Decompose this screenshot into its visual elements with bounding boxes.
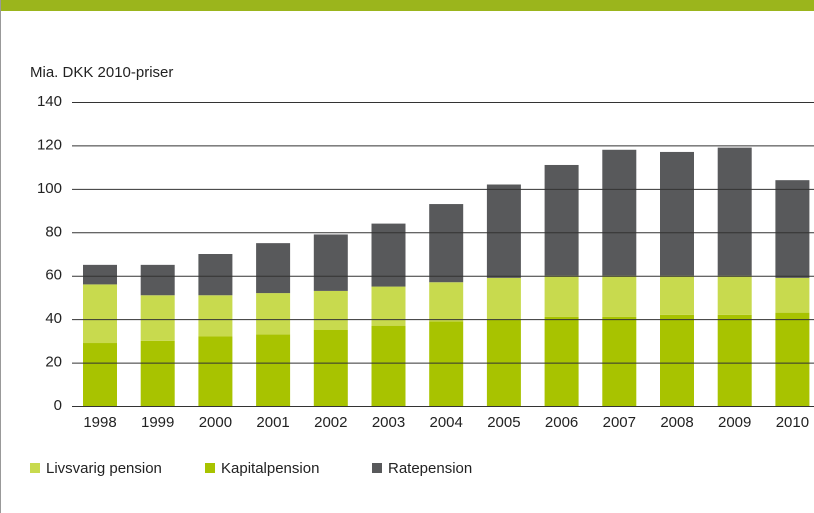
x-tick-label: 2002	[314, 414, 347, 431]
bar-segment	[429, 321, 464, 406]
y-tick-label: 0	[54, 397, 62, 414]
bar-segment	[660, 275, 694, 315]
bar-segment	[313, 330, 348, 406]
bar-segment	[717, 275, 752, 315]
bar-segment	[256, 293, 291, 335]
bar-segment	[486, 319, 521, 406]
y-tick-label: 120	[37, 136, 62, 153]
x-tick-label: 2009	[718, 414, 751, 431]
top-band	[0, 0, 814, 11]
bar-segment	[83, 284, 117, 344]
bar-segment	[429, 282, 464, 322]
bar-segment	[775, 312, 810, 406]
bar-segment	[544, 275, 579, 317]
bar-segment	[602, 275, 637, 317]
bar-segment	[544, 316, 579, 406]
y-axis-label: Mia. DKK 2010-priser	[30, 64, 173, 81]
bar-segment	[775, 277, 810, 313]
bar-segment	[371, 325, 406, 406]
bar-segment	[198, 336, 233, 406]
x-tick-label: 2007	[603, 414, 636, 431]
bar-segment	[602, 149, 637, 276]
y-tick-label: 140	[37, 93, 62, 110]
bar-segment	[198, 254, 233, 296]
x-tick-label: 2004	[430, 414, 463, 431]
legend-label: Ratepension	[388, 460, 472, 477]
x-tick-label: 2005	[487, 414, 520, 431]
x-tick-label: 2003	[372, 414, 405, 431]
bar-segment	[544, 164, 579, 276]
bar-segment	[140, 295, 175, 341]
y-tick-label: 80	[45, 223, 62, 240]
bar-segment	[83, 264, 117, 285]
y-tick-label: 40	[45, 310, 62, 327]
x-tick-label: 2010	[776, 414, 809, 431]
bar-segment	[602, 316, 637, 406]
bar-segment	[256, 334, 291, 406]
legend-label: Livsvarig pension	[46, 460, 162, 477]
bar-segment	[717, 314, 752, 406]
bar-segment	[660, 314, 694, 406]
y-tick-label: 20	[45, 354, 62, 371]
x-tick-label: 2008	[660, 414, 693, 431]
x-tick-label: 2000	[199, 414, 232, 431]
bar-segment	[717, 147, 752, 276]
legend-label: Kapitalpension	[221, 460, 319, 477]
bar-segment	[775, 180, 810, 278]
bar-segment	[486, 277, 521, 320]
y-tick-label: 60	[45, 267, 62, 284]
bar-segment	[140, 340, 175, 406]
bar-segment	[140, 264, 175, 296]
legend-swatch	[372, 463, 382, 473]
legend-swatch	[30, 463, 40, 473]
bar-segment	[660, 151, 694, 276]
x-tick-label: 2006	[545, 414, 578, 431]
x-tick-label: 1998	[83, 414, 116, 431]
bar-segment	[256, 243, 291, 294]
bar-segment	[313, 290, 348, 330]
bar-segment	[486, 184, 521, 278]
bar-segment	[83, 343, 117, 406]
bar-segment	[198, 295, 233, 337]
x-tick-label: 2001	[256, 414, 289, 431]
bar-segment	[313, 234, 348, 291]
y-tick-label: 100	[37, 180, 62, 197]
legend-swatch	[205, 463, 215, 473]
x-tick-label: 1999	[141, 414, 174, 431]
bar-segment	[429, 204, 464, 283]
